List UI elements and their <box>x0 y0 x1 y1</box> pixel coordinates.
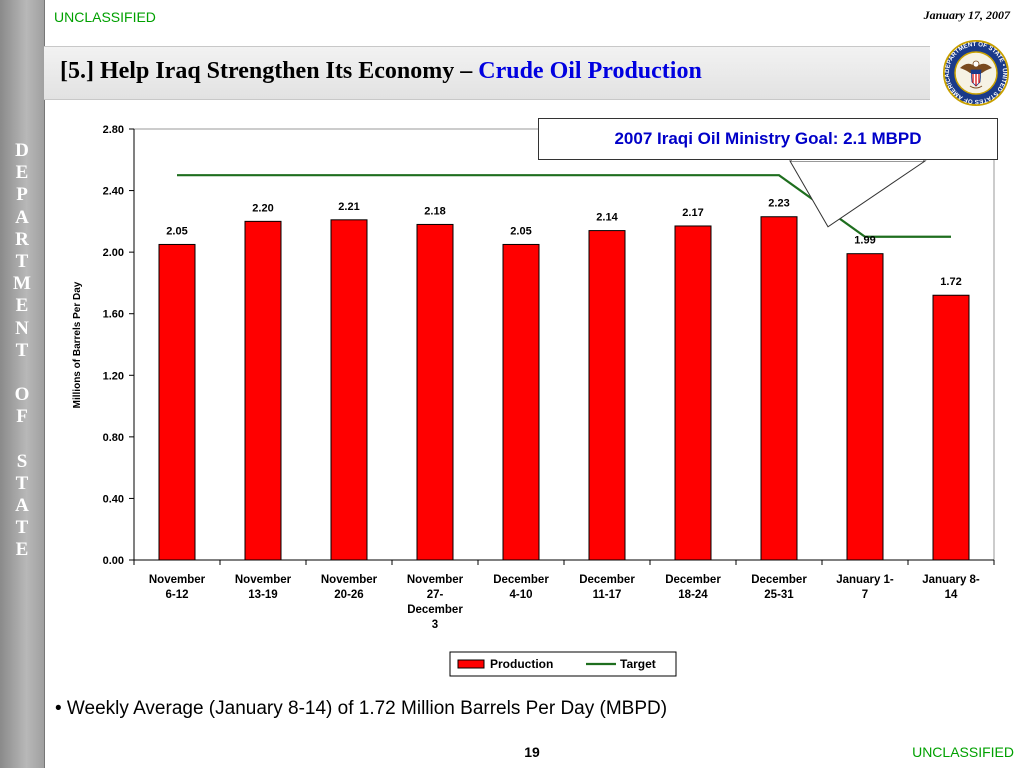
legend-production-label: Production <box>490 657 553 671</box>
x-category-label: December <box>665 574 721 586</box>
sidebar-letter: N <box>15 317 29 339</box>
bar-value-label: 1.99 <box>854 235 875 247</box>
y-tick-label: 2.40 <box>103 186 124 198</box>
title-main: [5.] Help Iraq Strengthen Its Economy – <box>60 58 479 84</box>
y-tick-label: 2.00 <box>103 247 124 259</box>
production-bar <box>846 253 884 561</box>
sidebar-letter: D <box>15 140 29 161</box>
x-category-label: January 1- <box>836 574 894 586</box>
callout-pointer-wedge <box>789 160 927 228</box>
bar-value-label: 2.05 <box>166 225 187 237</box>
x-category-label: 27- <box>427 589 444 601</box>
y-axis-title: Millions of Barrels Per Day <box>72 281 83 408</box>
classification-bottom: UNCLASSIFIED <box>912 744 1014 760</box>
legend-box <box>449 651 677 677</box>
sidebar-letter: A <box>15 495 29 516</box>
x-category-label: 25-31 <box>764 589 794 601</box>
sidebar-letter: T <box>15 472 29 494</box>
department-of-state-seal: DEPARTMENT OF STATE • UNITED STATES OF A… <box>943 40 1009 106</box>
sidebar-letter: T <box>15 250 29 272</box>
sidebar-letter: O <box>14 384 30 406</box>
bar-value-label: 1.72 <box>940 276 961 288</box>
sidebar-letter: P <box>16 184 28 206</box>
y-tick-label: 0.40 <box>103 493 124 505</box>
eagle-icon <box>960 60 992 89</box>
sidebar-letter: A <box>15 206 29 228</box>
title-accent: Crude Oil Production <box>478 58 702 84</box>
production-bar <box>588 230 626 561</box>
bar-value-label: 2.23 <box>768 198 789 210</box>
callout-pointer <box>789 159 927 228</box>
y-tick-label: 0.00 <box>103 555 124 567</box>
x-category-label: December <box>579 574 635 586</box>
x-category-label: December <box>407 604 463 616</box>
production-bar <box>158 243 196 561</box>
sidebar-letter: E <box>15 162 29 184</box>
slide-date: January 17, 2007 <box>923 8 1010 22</box>
sidebar-letter: T <box>15 339 29 361</box>
y-tick-label: 1.60 <box>103 309 124 321</box>
x-category-label: 4-10 <box>509 589 532 601</box>
sidebar-letter: S <box>16 450 28 472</box>
x-category-label: November <box>321 574 378 586</box>
bar-value-label: 2.18 <box>424 205 445 217</box>
sidebar-letter: M <box>13 273 31 295</box>
goal-callout: 2007 Iraqi Oil Ministry Goal: 2.1 MBPD <box>538 118 998 160</box>
x-category-label: 14 <box>945 589 958 601</box>
x-category-label: 13-19 <box>248 589 277 601</box>
x-category-label: December <box>493 574 549 586</box>
x-category-label: 3 <box>432 619 438 631</box>
chart-legend: Production Target <box>449 651 677 677</box>
production-bar <box>244 220 282 561</box>
y-tick-label: 2.80 <box>103 124 124 136</box>
page-number: 19 <box>524 744 540 760</box>
x-category-label: December <box>751 574 807 586</box>
sidebar-letter: E <box>15 539 29 561</box>
summary-bullet: • Weekly Average (January 8-14) of 1.72 … <box>55 698 668 719</box>
bar-value-label: 2.14 <box>596 212 618 224</box>
production-bar <box>330 219 368 561</box>
bar-value-label: 2.05 <box>510 225 531 237</box>
x-category-label: November <box>149 574 206 586</box>
x-category-label: 6-12 <box>165 589 188 601</box>
classification-top: UNCLASSIFIED <box>54 9 156 25</box>
title-bar <box>44 46 930 100</box>
x-category-label: 20-26 <box>334 589 363 601</box>
production-bar <box>674 225 712 561</box>
x-category-label: November <box>407 574 464 586</box>
x-category-label: 11-17 <box>593 589 622 601</box>
production-bar <box>760 216 798 561</box>
x-category-label: 18-24 <box>678 589 708 601</box>
production-bar <box>932 294 970 561</box>
chart-axes <box>129 128 995 565</box>
x-category-label: January 8- <box>922 574 980 586</box>
bar-value-label: 2.20 <box>252 202 273 214</box>
bar-value-label: 2.21 <box>338 201 359 213</box>
sidebar-letter: E <box>15 295 29 317</box>
legend-target-label: Target <box>620 657 656 671</box>
x-category-label: November <box>235 574 292 586</box>
production-bars <box>158 216 970 561</box>
sidebar-letter: F <box>16 406 28 428</box>
chart-labels: 0.00 0.40 0.80 1.20 1.60 2.00 2.40 2.80 Millions… <box>72 124 980 631</box>
sidebar-letter: T <box>15 517 29 539</box>
slide-title: [5.] Help Iraq Strengthen Its Economy – … <box>60 58 702 85</box>
sidebar-letter: R <box>15 228 29 250</box>
production-bar <box>416 223 454 561</box>
y-tick-label: 1.20 <box>103 370 124 382</box>
y-tick-label: 0.80 <box>103 432 124 444</box>
bar-value-label: 2.17 <box>682 207 703 219</box>
production-bar <box>502 243 540 561</box>
legend-production-swatch <box>457 659 485 669</box>
oil-production-chart: 0.00 0.40 0.80 1.20 1.60 2.00 2.40 2.80 Millions… <box>72 124 995 677</box>
x-category-label: 7 <box>862 589 868 601</box>
